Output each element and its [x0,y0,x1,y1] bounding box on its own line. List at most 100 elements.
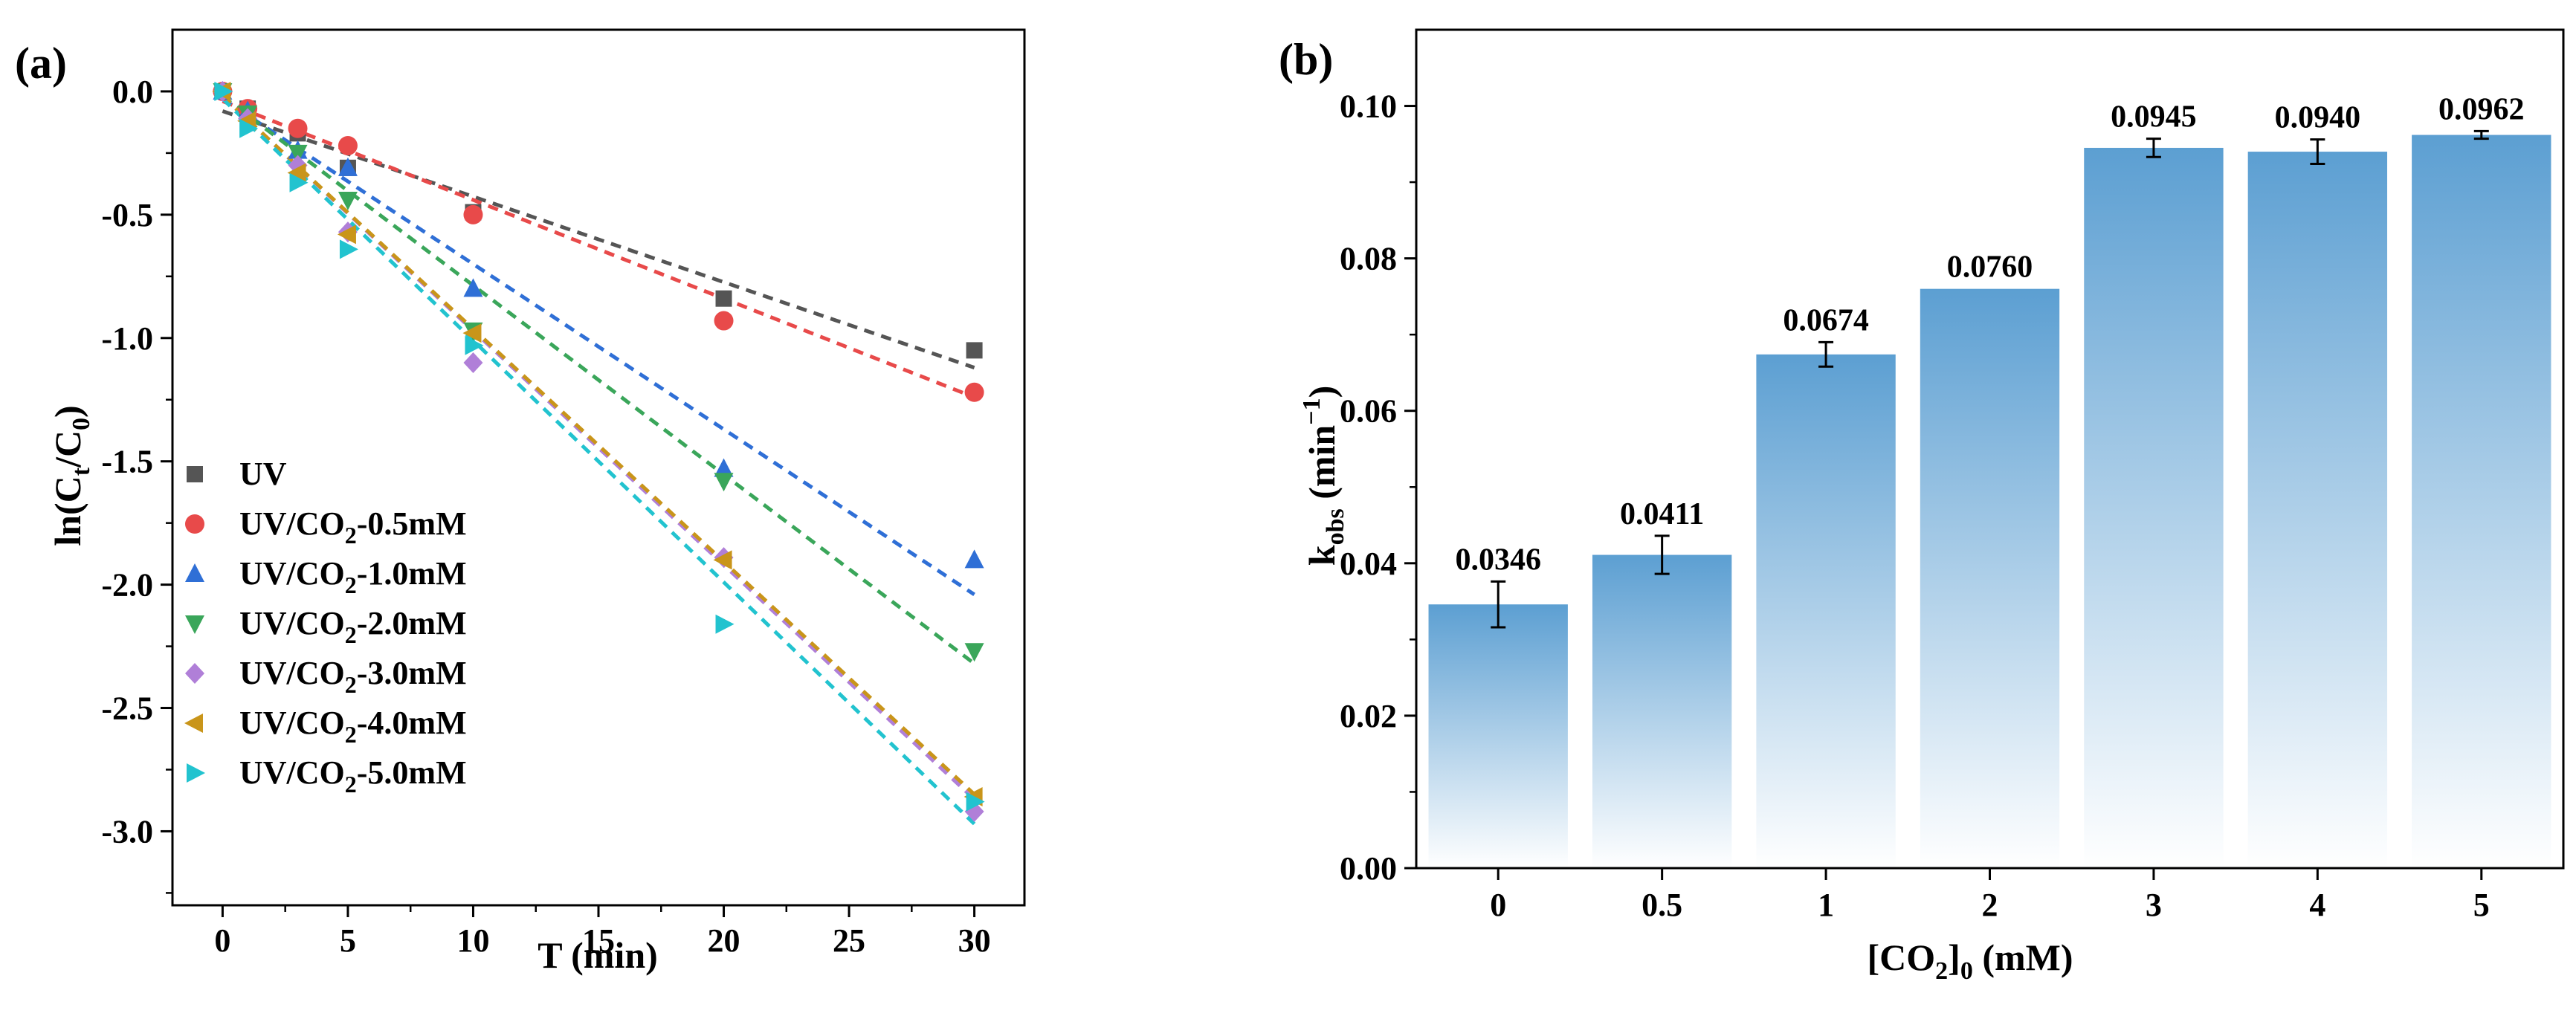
panel-b-bar [1428,604,1568,868]
panel-b-x-tick-label: 2 [1982,887,1998,923]
panel-a-legend-marker [184,714,203,733]
panel-a-data-point [462,323,482,343]
panel-b-y-tick-label: 0.10 [1340,88,1397,125]
panel-a-data-point [287,163,306,183]
panel-b-y-tick-label: 0.06 [1340,393,1397,430]
panel-b-bar-value-label: 0.0945 [2111,100,2197,135]
panel-b-bar [2412,135,2551,869]
legend-label-sub: 2 [345,671,357,698]
panel-a-fit-line [222,109,975,369]
panel-a-data-point [239,118,259,138]
panel-a-data-point [713,550,732,570]
legend-label-part: -5.0mM [357,754,467,791]
panel-a-data-point [964,643,984,662]
panel-b-y-title-part: k [1301,545,1343,566]
panel-a-x-tick-label: 20 [708,922,740,959]
panel-b-x-tick-label: 0 [1490,887,1506,923]
panel-b-x-title-part: [CO [1868,936,1936,978]
panel-b: (b) 0.00 0.02 0.04 0.06 0.08 0.10 0 0.5 1 2 3 4 5 0.… [1279,28,2565,985]
panel-a-fit-line [221,94,976,665]
panel-b-bar-value-label: 0.0411 [1620,497,1704,531]
panel-a-legend-label: UV/CO2-3.0mM [239,655,467,698]
legend-label-part: -0.5mM [357,505,467,542]
panel-a-legend: UVUV/CO2-0.5mMUV/CO2-1.0mMUV/CO2-2.0mMUV… [184,456,467,798]
panel-a-data-point [288,118,308,138]
panel-b-y-tick-label: 0.00 [1340,850,1397,887]
panel-a-x-axis-title: T (min) [538,934,658,976]
panel-a-y-title-part: /C [47,430,88,468]
panel-b-y-title-sup: −1 [1298,398,1326,424]
panel-a-y-title-part: ln(C [47,476,88,546]
panel-a-x-tick-label: 10 [456,922,489,959]
panel-b-x-title-sub: 2 [1935,957,1948,985]
panel-a-data-point [966,342,983,359]
panel-b-bar [2247,152,2388,868]
legend-label-part: UV/CO [239,655,345,691]
panel-b-bar-value-label: 0.0674 [1783,303,1869,337]
panel-a-y-tick-label: -3.0 [101,813,153,850]
legend-label-part: UV/CO [239,605,345,641]
panel-a-data-point [339,239,358,259]
panel-a-data-point [463,352,483,373]
panel-a-fit-line [221,94,976,801]
panel-a-fit-line [221,94,976,796]
panel-a-fit-line [222,97,975,596]
legend-label-sub: 2 [345,721,357,748]
panel-a-x-tick-label: 15 [582,922,615,959]
legend-label-part: UV/CO [239,754,345,791]
panel-a-data-point [288,144,308,164]
panel-a-data-point [214,81,233,101]
panel-a-legend-label: UV/CO2-2.0mM [239,605,467,648]
panel-a-axes: 0 5 10 15 20 25 30 0.0 -0.5 -1.0 -1.5 -2.0 -2.5 -3.0 [101,28,1026,959]
panel-a-y-tick-label: -1.5 [101,444,153,480]
panel-a-data-point [338,191,358,210]
panel-a-legend-marker [185,663,204,684]
panel-a-y-tick-label: -0.5 [101,197,153,233]
panel-a-data-point [715,614,735,634]
panel-a-x-tick-label: 30 [958,922,991,959]
panel-b-bar [2084,147,2224,869]
panel-a-y-tick-label: -1.0 [101,320,153,357]
panel-b-x-title-part: ] [1948,936,1960,978]
panel-a-data-point [289,172,309,193]
panel-b-x-title-sub: 0 [1960,957,1973,985]
panel-a-y-title-part: ) [47,405,88,418]
panel-b-bar-value-label: 0.0962 [2438,92,2525,126]
legend-label-sub: 2 [345,522,357,549]
panel-a-data-point [964,549,984,569]
legend-label-sub: 2 [345,771,357,798]
panel-a-y-tick-label: -2.0 [101,567,153,604]
panel-b-bar [1592,554,1732,868]
legend-label-part: -3.0mM [357,655,467,691]
panel-a-points [212,80,985,822]
panel-b-x-title-part: (mM) [1973,936,2073,978]
panel-b-bar [1756,354,1896,868]
panel-a-data-point [964,382,984,402]
panel-a-legend-marker [187,466,203,482]
panel-a-y-title-sub: 0 [68,418,95,430]
panel-b-y-axis-title: kobs (min−1) [1298,386,1349,566]
legend-label-part: UV/CO [239,505,345,542]
panel-b-x-tick-label: 3 [2146,887,2162,923]
panel-a-legend-marker [187,763,205,783]
panel-b-y-tick-label: 0.08 [1340,241,1397,277]
panel-a-x-tick-label: 5 [340,922,356,959]
panel-a-legend-marker [185,615,204,634]
panel-a-y-tick-label: -2.5 [101,690,153,727]
panel-b-y-tick-label: 0.04 [1340,546,1397,582]
panel-a-data-point [338,157,358,176]
panel-a-data-point [714,311,734,331]
panel-a-legend-label: UV/CO2-1.0mM [239,555,467,598]
panel-a-data-point [715,290,732,307]
panel-a-y-tick-label: 0.0 [112,74,153,110]
panel-b-x-tick-label: 1 [1818,887,1834,923]
panel-b-bar-value-label: 0.0940 [2275,101,2361,135]
legend-label-part: -2.0mM [357,605,467,641]
panel-a-data-point [337,224,356,245]
legend-label-part: UV/CO [239,555,345,592]
panel-a-data-point [338,135,358,155]
panel-b-bar-value-label: 0.0346 [1455,543,1541,577]
legend-label-part: UV/CO [239,705,345,741]
panel-a-x-tick-label: 0 [214,922,230,959]
panel-a-data-point [714,458,734,477]
